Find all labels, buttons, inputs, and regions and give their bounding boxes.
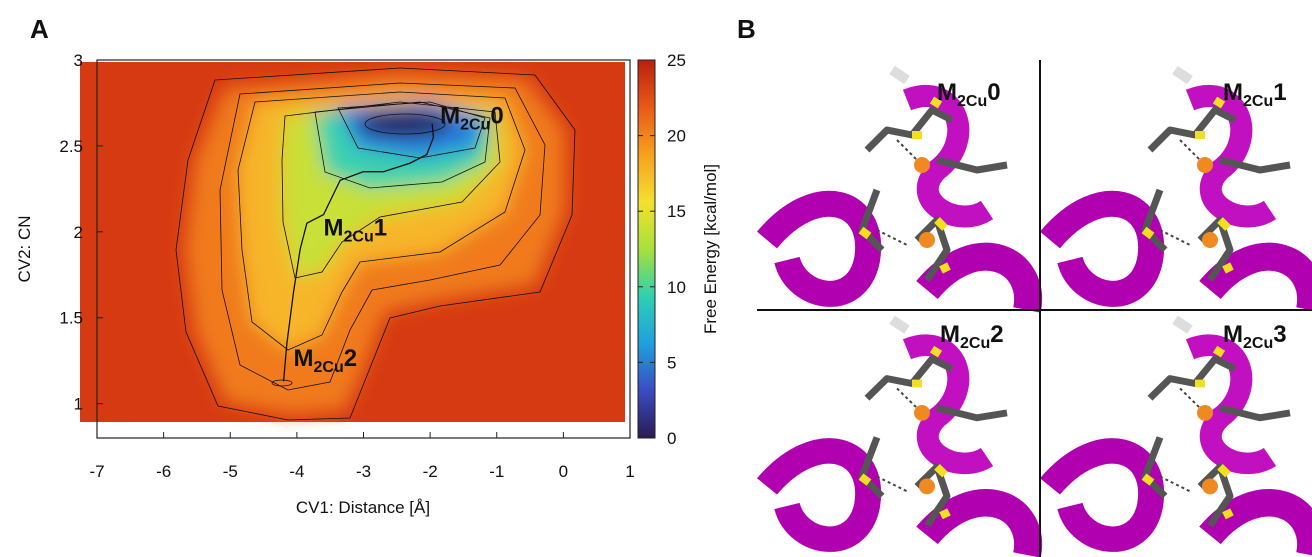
label-tail: 2	[990, 321, 1003, 348]
colorbar-tick-label: 20	[667, 127, 686, 146]
colorbar-label: Free Energy [kcal/mol]	[701, 164, 720, 334]
x-tick-label: 1	[625, 462, 634, 481]
colorbar-tick-label: 10	[667, 278, 686, 297]
label-main: M	[1223, 321, 1243, 348]
structure-label: M2Cu0	[937, 79, 1001, 110]
y-tick-label: 2.5	[59, 137, 83, 156]
label-sub: 2Cu	[344, 228, 374, 245]
structure-label: M2Cu3	[1223, 321, 1287, 352]
label-tail: 0	[490, 103, 503, 130]
label-main: M	[940, 321, 960, 348]
x-tick-label: -1	[489, 462, 504, 481]
x-tick-label: -2	[423, 462, 438, 481]
y-tick-label: 1	[74, 395, 83, 414]
label-tail: 1	[1273, 79, 1286, 106]
colorbar-tick-label: 5	[667, 353, 676, 372]
label-sub: 2Cu	[957, 93, 987, 110]
label-tail: 3	[1273, 321, 1286, 348]
x-tick-label: 0	[559, 462, 568, 481]
y-tick-label: 1.5	[59, 309, 83, 328]
annotation: M2Cu0	[440, 103, 504, 134]
label-tail: 1	[374, 214, 387, 241]
label-tail: 2	[344, 345, 357, 372]
colorbar-tick-label: 25	[667, 51, 686, 70]
label-main: M	[294, 345, 314, 372]
label-main: M	[440, 103, 460, 130]
annotation: M2Cu2	[294, 345, 358, 376]
label-sub: 2Cu	[1243, 335, 1273, 352]
structure-label: M2Cu2	[940, 321, 1004, 352]
x-tick-label: -5	[223, 462, 238, 481]
x-tick-label: -3	[356, 462, 371, 481]
x-tick-label: -7	[89, 462, 104, 481]
min-energy-path	[282, 123, 435, 382]
y-axis-label: CV2: CN	[15, 215, 34, 282]
structure-label: M2Cu1	[1223, 79, 1287, 110]
annotation: M2Cu1	[324, 214, 388, 245]
colorbar-tick-label: 0	[667, 429, 676, 448]
panel-label: B	[737, 14, 756, 44]
x-tick-label: -6	[156, 462, 171, 481]
x-axis-label: CV1: Distance [Å]	[296, 498, 430, 517]
y-tick-label: 2	[74, 223, 83, 242]
label-sub: 2Cu	[460, 117, 490, 134]
label-main: M	[1223, 79, 1243, 106]
label-tail: 0	[987, 79, 1000, 106]
label-main: M	[937, 79, 957, 106]
free-energy-surface	[80, 62, 625, 422]
label-sub: 2Cu	[960, 335, 990, 352]
colorbar-tick-label: 15	[667, 202, 686, 221]
colorbar	[637, 59, 656, 439]
label-main: M	[324, 214, 344, 241]
label-sub: 2Cu	[1243, 93, 1273, 110]
x-tick-label: -4	[289, 462, 304, 481]
y-tick-label: 3	[74, 51, 83, 70]
label-sub: 2Cu	[314, 359, 344, 376]
panel-label: A	[30, 14, 49, 44]
